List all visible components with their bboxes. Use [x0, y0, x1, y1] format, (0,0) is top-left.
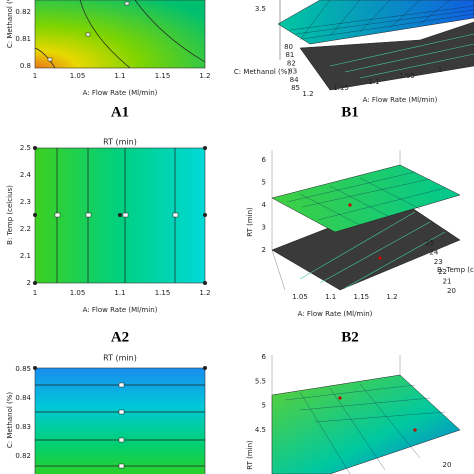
tick-label: 1.1 — [114, 72, 125, 80]
panel-label: A2 — [111, 329, 129, 345]
contour-a1 — [34, 0, 206, 69]
y-axis-title: B: Temp (celcius) — [6, 185, 14, 245]
tick-label: 3.5 — [255, 5, 266, 13]
z-axis-title: RT (min) — [246, 440, 254, 470]
tick-label: 5.5 — [255, 377, 266, 385]
tick-label: 2 — [262, 246, 266, 254]
tick-label: 20 — [447, 287, 456, 295]
tick-label: 1.1 — [325, 293, 336, 301]
z-axis-title: RT (min) — [246, 207, 254, 237]
tick-label: 1.2 — [199, 72, 210, 80]
plot-title: RT (min) — [103, 354, 137, 363]
contour-a2 — [33, 146, 207, 285]
panel-label: B2 — [341, 329, 359, 345]
tick-label: 1.2 — [302, 90, 313, 98]
tick-label: 4.5 — [255, 426, 266, 434]
tick-label: 1.05 — [399, 72, 415, 80]
tick-label: 4 — [262, 201, 267, 209]
y-axis-title: B: Temp (celcius) — [437, 266, 474, 274]
surface-b3 — [271, 355, 461, 474]
tick-label: 3 — [262, 224, 266, 232]
tick-label: 2.2 — [20, 225, 31, 233]
x-axis-title: A: Flow Rate (Ml/min) — [298, 310, 373, 318]
tick-label: 1.15 — [333, 84, 349, 92]
plot-title: RT (min) — [103, 138, 137, 147]
tick-label: 2.4 — [20, 171, 32, 179]
tick-label: 2.3 — [20, 198, 31, 206]
tick-label: 1.05 — [70, 289, 86, 297]
tick-label: 0.82 — [15, 452, 31, 460]
tick-label: 22 — [438, 268, 447, 276]
tick-label: 1.15 — [155, 289, 171, 297]
tick-label: 25 — [425, 239, 434, 247]
tick-label: 6 — [262, 156, 267, 164]
contour-a3 — [33, 366, 207, 474]
panel-label: A1 — [111, 104, 129, 120]
tick-label: 84 — [290, 76, 299, 84]
tick-label: 0.83 — [15, 423, 31, 431]
tick-label: 85 — [291, 84, 300, 92]
tick-label: 20 — [443, 461, 452, 469]
tick-label: 80 — [284, 43, 293, 51]
tick-label: 1.05 — [70, 72, 86, 80]
surface-b1 — [277, 0, 474, 91]
tick-label: 1.05 — [292, 293, 308, 301]
tick-label: 0.81 — [15, 35, 31, 43]
tick-label: 1.2 — [386, 293, 397, 301]
tick-label: 2 — [27, 279, 31, 287]
tick-label: 0.82 — [15, 8, 31, 16]
y-axis-title: C: Methanol (%) — [6, 0, 14, 48]
tick-label: 2.5 — [20, 144, 31, 152]
tick-label: 0.85 — [15, 365, 31, 373]
tick-label: 82 — [287, 59, 296, 67]
tick-label: 1.15 — [155, 72, 171, 80]
tick-label: 83 — [288, 68, 297, 76]
tick-label: 5 — [262, 179, 266, 187]
tick-label: 23 — [434, 258, 443, 266]
tick-label: 0.84 — [15, 394, 31, 402]
tick-label: 24 — [429, 249, 438, 257]
tick-label: 21 — [443, 277, 452, 285]
tick-label: 81 — [285, 51, 294, 59]
tick-label: 1 — [33, 289, 37, 297]
surface-b2 — [271, 150, 461, 291]
tick-label: 0.8 — [20, 62, 31, 70]
x-axis-title: A: Flow Rate (Ml/min) — [83, 89, 158, 97]
y-axis-title: C: Methanol (%) — [234, 68, 291, 76]
tick-label: 1 — [33, 72, 37, 80]
tick-label: 1 — [438, 66, 442, 74]
x-axis-title: A: Flow Rate (Ml/min) — [83, 306, 158, 314]
tick-label: 1.1 — [114, 289, 125, 297]
tick-label: 1.1 — [368, 78, 379, 86]
tick-label: 1.2 — [199, 289, 210, 297]
tick-label: 6 — [262, 353, 267, 361]
y-axis-title: C: Methanol (%) — [6, 392, 14, 449]
panel-label: B1 — [341, 104, 359, 120]
x-axis-title: A: Flow Rate (Ml/min) — [363, 96, 438, 104]
tick-label: 2.1 — [20, 252, 31, 260]
tick-label: 5 — [262, 402, 266, 410]
tick-label: 1.15 — [354, 293, 370, 301]
